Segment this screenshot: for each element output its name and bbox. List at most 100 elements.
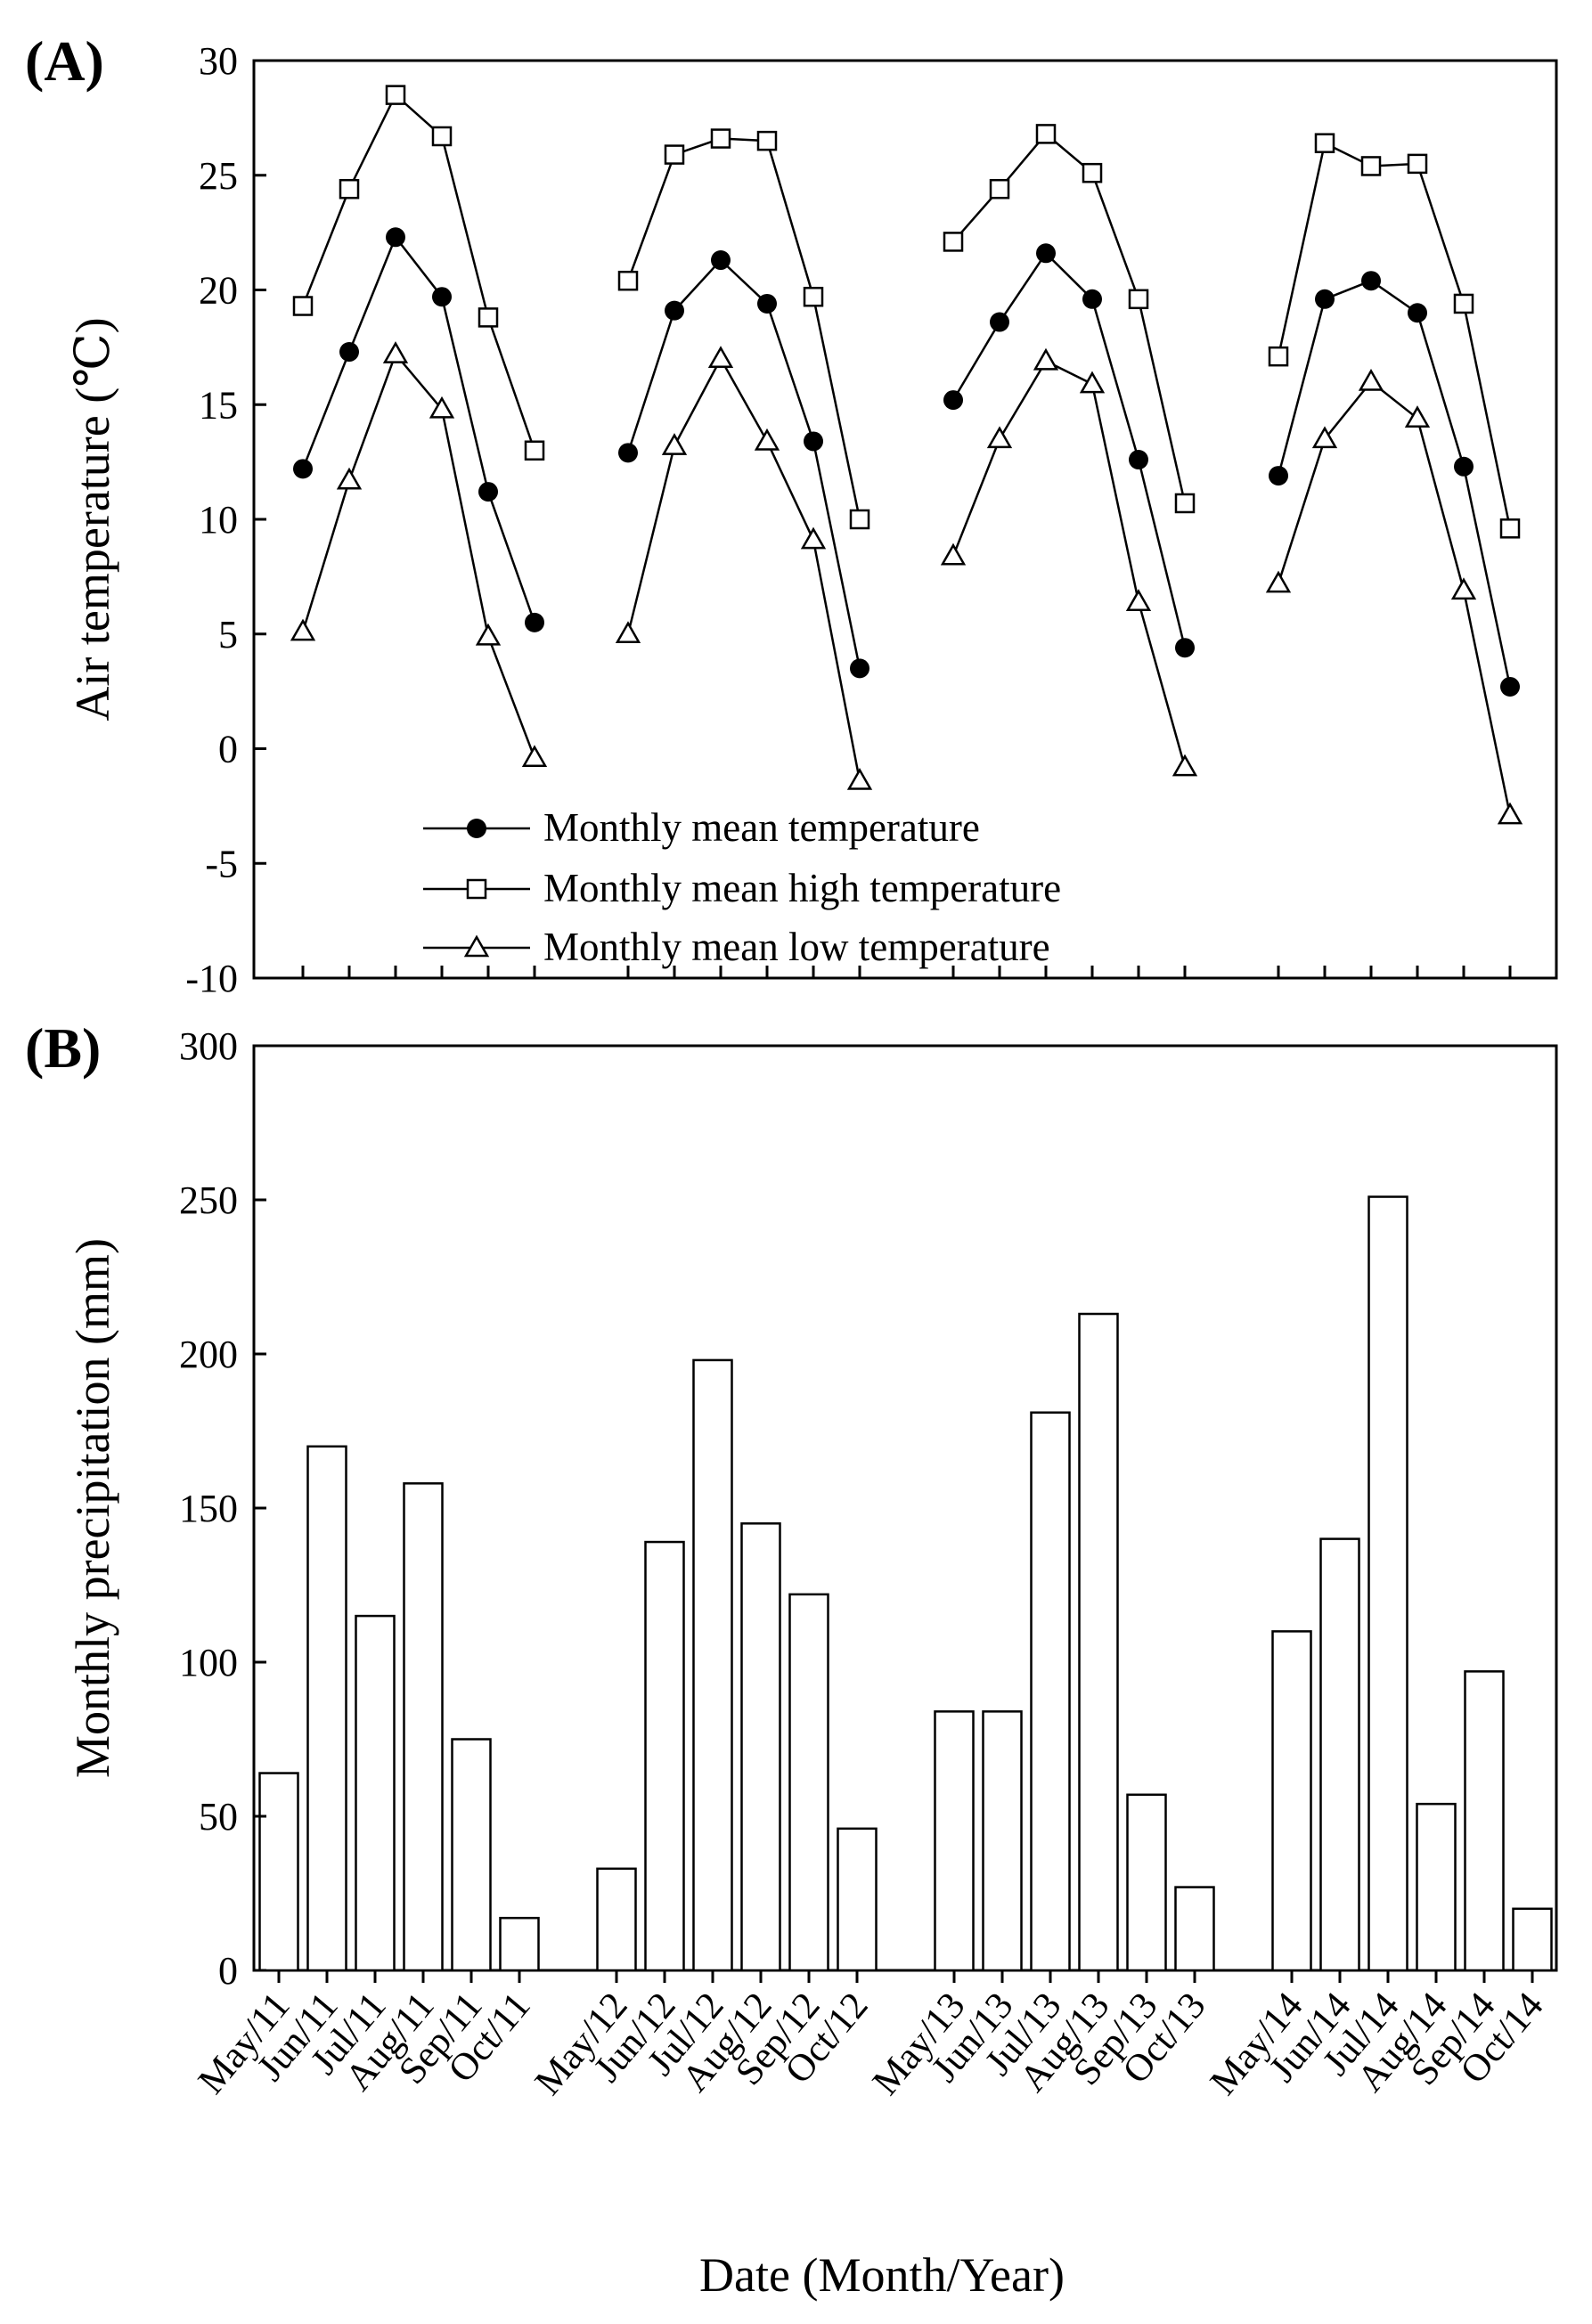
precip-bar (1126, 1793, 1167, 1972)
precip-bar (1416, 1802, 1457, 1972)
mean-temp-point (618, 443, 638, 463)
high-temp-point (292, 296, 314, 316)
series-line-segment (1277, 379, 1512, 816)
high-temp-point (431, 126, 453, 147)
series-line-segment (951, 251, 1187, 648)
mean-temp-point (1036, 243, 1056, 264)
precip-bar (692, 1358, 733, 1972)
precip-bar (1271, 1630, 1312, 1972)
mean-temp-point (1500, 676, 1520, 697)
low-temp-point (1497, 802, 1523, 825)
low-temp-point (429, 395, 455, 419)
legend-low-label: Monthly mean low temperature (543, 925, 1050, 969)
low-temp-point (986, 426, 1013, 449)
panel-a-series (290, 85, 1523, 825)
high-temp-point (339, 178, 360, 200)
panel-a: (A) -10 -5 0 5 10 15 20 25 30 Air temperature (℃… (25, 29, 1558, 1000)
y-tick-label: 30 (199, 39, 238, 83)
mean-temp-point (1269, 466, 1288, 486)
high-temp-point (710, 128, 731, 149)
precip-bar (1367, 1195, 1408, 1972)
mean-temp-point (665, 300, 684, 321)
y-tick-label: 5 (218, 613, 238, 656)
precip-bar (1078, 1312, 1119, 1972)
low-temp-point (290, 618, 316, 641)
precip-bar (1030, 1411, 1071, 1972)
low-temp-point (1404, 405, 1431, 428)
high-temp-point (1407, 153, 1428, 175)
mean-temp-point (850, 658, 869, 679)
panel-a-y-axis-title: Air temperature (℃) (66, 317, 119, 721)
precip-bar (355, 1614, 396, 1972)
series-line-segment (1277, 279, 1512, 688)
low-temp-point (1125, 589, 1152, 611)
low-temp-point (846, 768, 873, 790)
high-temp-point (1360, 156, 1382, 176)
legend-high-label: Monthly mean high temperature (543, 866, 1061, 910)
precip-bar (982, 1710, 1023, 1972)
mean-temp-point (804, 431, 823, 452)
legend-item-mean: Monthly mean temperature (423, 805, 980, 850)
precip-bar (788, 1593, 829, 1972)
y-tick-label: -5 (205, 842, 238, 885)
series-line-segment (951, 359, 1187, 768)
high-temp-point (617, 270, 639, 291)
mean-temp-point (1361, 271, 1381, 291)
high-temp-point (1499, 518, 1521, 539)
y-tick-label: 250 (179, 1178, 238, 1222)
high-temp-point (1314, 133, 1335, 153)
mean-temp-point (711, 250, 731, 271)
mean-temp-point (943, 390, 963, 411)
series-line-segment (626, 258, 861, 669)
mean-temp-point (432, 287, 452, 307)
high-temp-point (756, 130, 778, 151)
series-2 (290, 341, 1523, 825)
mean-temp-point (386, 227, 405, 248)
mean-temp-point (1408, 303, 1427, 323)
y-tick-label: 200 (179, 1333, 238, 1376)
precip-bar (403, 1482, 444, 1972)
legend-mean-label: Monthly mean temperature (543, 805, 980, 850)
low-temp-point (940, 542, 967, 566)
mean-temp-point (293, 459, 313, 479)
precip-bar (596, 1867, 637, 1972)
low-temp-point (1358, 368, 1384, 391)
series-line-segment (1277, 141, 1512, 529)
high-temp-point (1453, 293, 1474, 314)
precip-bar (837, 1827, 878, 1972)
low-temp-point (1172, 754, 1198, 777)
precip-bar (306, 1445, 347, 1972)
y-tick-label: -10 (185, 957, 238, 1000)
high-temp-point (385, 85, 406, 105)
low-temp-point (1450, 577, 1477, 600)
series-line-segment (301, 352, 536, 759)
mean-temp-point (525, 612, 544, 632)
y-tick-label: 50 (199, 1795, 238, 1839)
x-axis-title: Date (Month/Year) (699, 2248, 1065, 2302)
panel-b: (B) 0 50 100 150 200 250 300 May/11Jun/11Jul/1… (25, 1016, 1558, 2302)
precip-bar (451, 1738, 492, 1972)
panel-b-x-axis: May/11Jun/11Jul/11Aug/11Sep/11Oct/11May/… (191, 1970, 1552, 2103)
series-0 (293, 227, 1520, 697)
mean-temp-point (990, 312, 1009, 332)
precip-bar (258, 1772, 299, 1972)
mean-temp-point (478, 482, 498, 502)
panel-b-label: (B) (25, 1016, 101, 1080)
y-tick-label: 15 (199, 383, 238, 427)
low-temp-point (1079, 371, 1106, 394)
legend-item-high: Monthly mean high temperature (423, 866, 1061, 910)
low-temp-point (1033, 347, 1059, 371)
mean-temp-point (1082, 289, 1102, 309)
precip-bar (1464, 1670, 1505, 1972)
high-temp-point (1128, 289, 1149, 310)
y-tick-label: 25 (199, 154, 238, 198)
high-temp-point (524, 440, 545, 461)
panel-b-plot-frame (252, 1044, 1558, 1972)
mean-temp-point (757, 293, 777, 314)
y-tick-label: 20 (199, 269, 238, 313)
panel-b-bars (258, 1195, 1553, 1972)
low-temp-point (475, 623, 502, 646)
low-temp-point (754, 428, 780, 451)
series-line-segment (626, 356, 861, 781)
